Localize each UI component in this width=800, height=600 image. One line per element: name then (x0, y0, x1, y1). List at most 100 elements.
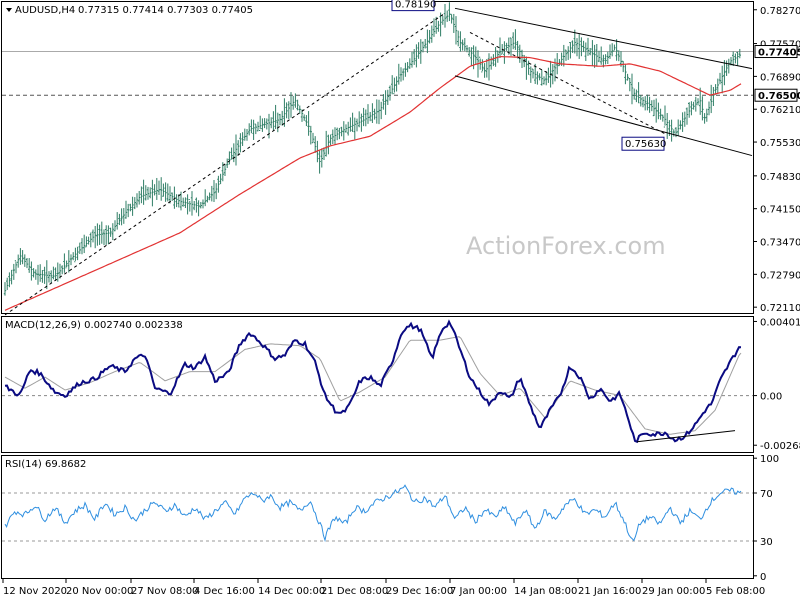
price-bar (56, 262, 59, 282)
price-bar (23, 254, 26, 267)
price-bar (100, 221, 103, 244)
price-bar (138, 190, 141, 205)
price-bar (347, 121, 350, 136)
price-bar (591, 40, 594, 67)
price-bar (586, 37, 590, 56)
annotation-label: 0.75630 (625, 139, 666, 150)
price-bar (47, 271, 51, 283)
price-bar (487, 53, 491, 81)
annotation-box (391, 0, 435, 12)
price-bar (547, 67, 550, 83)
price-bar (19, 248, 22, 265)
price-bar (716, 78, 719, 94)
macd-label: MACD(12,26,9) 0.002740 0.002338 (5, 320, 183, 331)
price-bar (650, 100, 653, 112)
price-bar (571, 40, 574, 53)
price-bar (578, 34, 581, 59)
price-bar (144, 185, 147, 201)
price-panel-frame (1, 1, 754, 314)
price-tick-label: 0.72790 (760, 270, 800, 281)
price-bar (353, 117, 356, 140)
price-bar (215, 183, 218, 200)
price-bar (149, 187, 152, 199)
time-tick-label: 14 Jan 08:00 (514, 586, 577, 597)
price-bar (355, 118, 359, 132)
price-bar (129, 203, 132, 212)
price-bar (399, 67, 403, 82)
price-bar (344, 124, 348, 133)
price-bar (366, 104, 370, 124)
price-bar (41, 269, 44, 283)
price-bar (208, 192, 211, 201)
price-bar (694, 96, 697, 112)
price-bar (63, 253, 66, 273)
symbol-dropdown[interactable]: AUDUSD,H4 (6, 5, 75, 16)
price-bar (206, 195, 209, 203)
price-bar (175, 194, 178, 208)
price-bar (239, 133, 242, 153)
price-bar (6, 277, 9, 290)
price-bar (608, 44, 612, 59)
price-bar (380, 101, 383, 120)
price-bar (573, 29, 576, 54)
price-bar (263, 118, 266, 129)
price-bar (298, 105, 301, 114)
price-bars (3, 2, 741, 296)
price-bar (32, 268, 35, 278)
current-price-label-box (754, 45, 798, 59)
price-bar (111, 223, 114, 241)
price-bar (89, 232, 92, 248)
price-tick-label: 0.76890 (760, 72, 800, 83)
price-bar (604, 54, 607, 65)
price-bar (193, 201, 196, 211)
macd-tick-label: -0.002687 (760, 441, 800, 452)
price-bar (514, 29, 517, 50)
price-bar (723, 60, 726, 86)
price-bar (652, 99, 656, 117)
price-bar (14, 260, 18, 274)
price-grid (2, 51, 753, 96)
price-bar (201, 199, 205, 209)
price-bar (21, 250, 24, 265)
price-bar (243, 128, 246, 141)
price-bar (391, 75, 394, 95)
channel-line (454, 75, 753, 157)
price-bar (371, 103, 374, 124)
price-bar (166, 183, 169, 202)
price-bar (525, 56, 528, 80)
time-tick-label: 29 Dec 16:00 (386, 586, 453, 597)
price-bar (226, 158, 229, 168)
time-tick-label: 29 Jan 00:00 (642, 586, 705, 597)
price-bar (509, 37, 513, 56)
price-bar (34, 269, 37, 280)
price-bar (36, 264, 40, 285)
dropdown-arrow-icon[interactable] (6, 8, 12, 12)
price-bar (564, 49, 568, 61)
price-bar (113, 220, 117, 232)
price-bar (17, 254, 20, 268)
price-bar (307, 111, 310, 136)
watermark: ActionForex.com (466, 232, 666, 260)
price-bar (102, 229, 106, 246)
price-bar (685, 107, 689, 125)
current-price-label: 0.77405 (758, 48, 800, 59)
price-bar (672, 129, 675, 137)
price-bar (692, 101, 695, 110)
price-bar (441, 14, 444, 25)
price-bar (593, 44, 596, 68)
price-bar (681, 112, 684, 132)
price-bar (417, 42, 420, 59)
dashed-trendline (4, 12, 446, 316)
price-bar (406, 62, 409, 73)
price-bar (342, 121, 345, 141)
price-bar (553, 58, 557, 82)
price-bar (688, 102, 691, 118)
macd-tick-label: 0.004013 (760, 317, 800, 328)
price-bar (606, 51, 609, 65)
price-bar (311, 132, 315, 144)
price-bar (241, 132, 244, 146)
price-bar (204, 189, 207, 207)
price-bar (562, 44, 565, 67)
price-tick-label: 0.73470 (760, 238, 800, 249)
price-bar (567, 46, 570, 60)
